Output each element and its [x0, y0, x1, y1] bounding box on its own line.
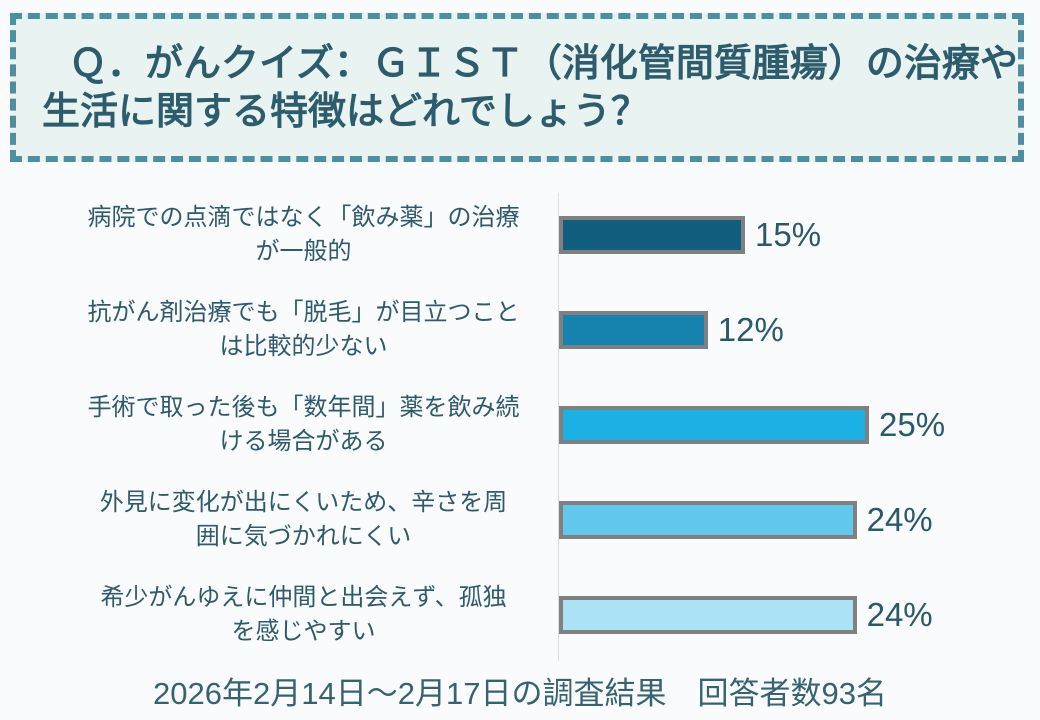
value-label: 12% [717, 310, 784, 348]
bar-rows-container: 病院での点滴ではなく「飲み薬」の治療 が一般的 15% 抗がん剤治療でも「脱毛」… [0, 187, 1040, 662]
category-label: 希少がんゆえに仲間と出会えず、孤独 を感じやすい [100, 583, 507, 645]
bar [559, 405, 869, 444]
bar [559, 215, 745, 254]
value-label: 24% [866, 595, 933, 633]
category-label: 病院での点滴ではなく「飲み薬」の治療 が一般的 [87, 203, 520, 265]
category-label: 抗がん剤治療でも「脱毛」が目立つこと は比較的少ない [87, 298, 520, 360]
bar [559, 595, 857, 634]
bar-row: 外見に変化が出にくいため、辛さを周 囲に気づかれにくい 24% [0, 472, 1040, 567]
bar-row: 抗がん剤治療でも「脱毛」が目立つこと は比較的少ない 12% [0, 282, 1040, 377]
bar [559, 500, 857, 539]
y-axis-line [558, 193, 559, 661]
bar [559, 310, 708, 349]
value-label: 15% [755, 215, 822, 253]
survey-bar-chart: 病院での点滴ではなく「飲み薬」の治療 が一般的 15% 抗がん剤治療でも「脱毛」… [0, 187, 1040, 662]
page-title-line-2: 生活に関する特徴はどれでしょう？ [42, 90, 649, 133]
question-title-banner: Ｑ．がんクイズ：ＧＩＳＴ（消化管間質腫瘍）の治療や 生活に関する特徴はどれでしょ… [10, 13, 1024, 162]
bar-row: 手術で取った後も「数年間」薬を飲み続 ける場合がある 25% [0, 377, 1040, 472]
category-label: 手術で取った後も「数年間」薬を飲み続 ける場合がある [87, 393, 520, 455]
survey-meta-caption: 2026年2月14日～2月17日の調査結果 回答者数93名 [153, 676, 887, 711]
bar-row: 希少がんゆえに仲間と出会えず、孤独 を感じやすい 24% [0, 567, 1040, 662]
value-label: 24% [866, 500, 933, 538]
value-label: 25% [879, 405, 946, 443]
category-label: 外見に変化が出にくいため、辛さを周 囲に気づかれにくい [99, 488, 508, 550]
bar-row: 病院での点滴ではなく「飲み薬」の治療 が一般的 15% [0, 187, 1040, 282]
page-title-line-1: Ｑ．がんクイズ：ＧＩＳＴ（消化管間質腫瘍）の治療や [69, 42, 1018, 85]
